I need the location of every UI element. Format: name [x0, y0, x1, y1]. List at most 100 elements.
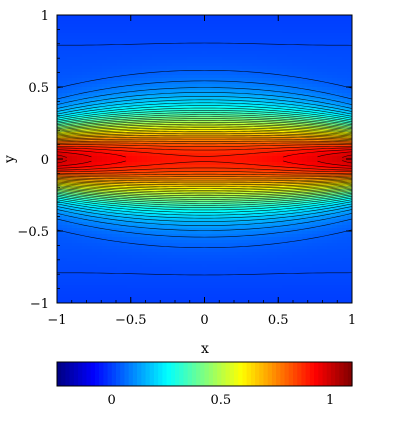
heatmap-cell [307, 240, 313, 244]
heatmap-cell [127, 21, 133, 25]
heatmap-cell [302, 261, 308, 265]
heatmap-cell [167, 189, 173, 193]
heatmap-cell [217, 54, 223, 58]
heatmap-cell [247, 33, 253, 37]
heatmap-cell [212, 237, 218, 241]
heatmap-cell [67, 291, 73, 295]
heatmap-cell [137, 15, 143, 19]
heatmap-cell [182, 120, 188, 124]
heatmap-cell [202, 249, 208, 253]
heatmap-cell [222, 255, 228, 259]
heatmap-cell [62, 21, 68, 25]
heatmap-cell [92, 24, 98, 28]
heatmap-cell [187, 237, 193, 241]
heatmap-cell [292, 117, 298, 121]
heatmap-cell [202, 147, 208, 151]
heatmap-cell [67, 33, 73, 37]
heatmap-cell [57, 138, 63, 142]
heatmap-cell [237, 258, 243, 262]
heatmap-cell [82, 273, 88, 277]
heatmap-cell [262, 240, 268, 244]
heatmap-cell [312, 243, 318, 247]
heatmap-cell [182, 234, 188, 238]
heatmap-cell [92, 231, 98, 235]
heatmap-cell [167, 27, 173, 31]
heatmap-cell [247, 246, 253, 250]
heatmap-cell [312, 216, 318, 220]
heatmap-cell [277, 183, 283, 187]
heatmap-cell [212, 180, 218, 184]
heatmap-cell [152, 69, 158, 73]
heatmap-cell [157, 267, 163, 271]
heatmap-cell [297, 99, 303, 103]
heatmap-cell [257, 36, 263, 40]
heatmap-cell [157, 243, 163, 247]
heatmap-cell [147, 96, 153, 100]
heatmap-cell [72, 108, 78, 112]
heatmap-cell [82, 15, 88, 19]
heatmap-cell [167, 216, 173, 220]
heatmap-cell [82, 168, 88, 172]
heatmap-cell [127, 27, 133, 31]
heatmap-cell [222, 90, 228, 94]
heatmap-cell [222, 201, 228, 205]
heatmap-cell [252, 225, 258, 229]
heatmap-cell [277, 291, 283, 295]
heatmap-cell [162, 192, 168, 196]
heatmap-cell [82, 84, 88, 88]
heatmap-cell [287, 24, 293, 28]
heatmap-cell [122, 198, 128, 202]
heatmap-cell [122, 210, 128, 214]
heatmap-cell [67, 81, 73, 85]
heatmap-cell [137, 297, 143, 301]
heatmap-cell [227, 168, 233, 172]
heatmap-cell [152, 156, 158, 160]
heatmap-cell [247, 147, 253, 151]
heatmap-cell [262, 213, 268, 217]
heatmap-cell [262, 171, 268, 175]
heatmap-cell [112, 192, 118, 196]
heatmap-cell [292, 285, 298, 289]
heatmap-cell [247, 129, 253, 133]
heatmap-cell [182, 225, 188, 229]
heatmap-cell [122, 297, 128, 301]
heatmap-cell [192, 225, 198, 229]
heatmap-cell [252, 282, 258, 286]
heatmap-cell [217, 144, 223, 148]
heatmap-cell [192, 36, 198, 40]
heatmap-cell [62, 267, 68, 271]
heatmap-cell [127, 81, 133, 85]
heatmap-cell [57, 105, 63, 109]
heatmap-cell [127, 246, 133, 250]
heatmap-cell [197, 105, 203, 109]
heatmap-cell [97, 159, 103, 163]
heatmap-cell [172, 168, 178, 172]
heatmap-cell [272, 93, 278, 97]
heatmap-cell [227, 159, 233, 163]
heatmap-cell [212, 36, 218, 40]
heatmap-cell [207, 216, 213, 220]
heatmap-cell [257, 18, 263, 22]
heatmap-cell [252, 264, 258, 268]
heatmap-cell [77, 270, 83, 274]
heatmap-cell [222, 87, 228, 91]
heatmap-cell [87, 243, 93, 247]
heatmap-cell [207, 174, 213, 178]
heatmap-cell [112, 297, 118, 301]
heatmap-cell [77, 69, 83, 73]
heatmap-cell [282, 159, 288, 163]
heatmap-cell [172, 258, 178, 262]
heatmap-cell [127, 174, 133, 178]
heatmap-cell [147, 261, 153, 265]
heatmap-cell [197, 207, 203, 211]
heatmap-cell [142, 219, 148, 223]
heatmap-cell [62, 159, 68, 163]
heatmap-cell [57, 207, 63, 211]
heatmap-cell [227, 48, 233, 52]
heatmap-cell [227, 66, 233, 70]
heatmap-cell [107, 30, 113, 34]
heatmap-cell [257, 204, 263, 208]
heatmap-cell [92, 174, 98, 178]
heatmap-cell [122, 15, 128, 19]
heatmap-cell [97, 93, 103, 97]
